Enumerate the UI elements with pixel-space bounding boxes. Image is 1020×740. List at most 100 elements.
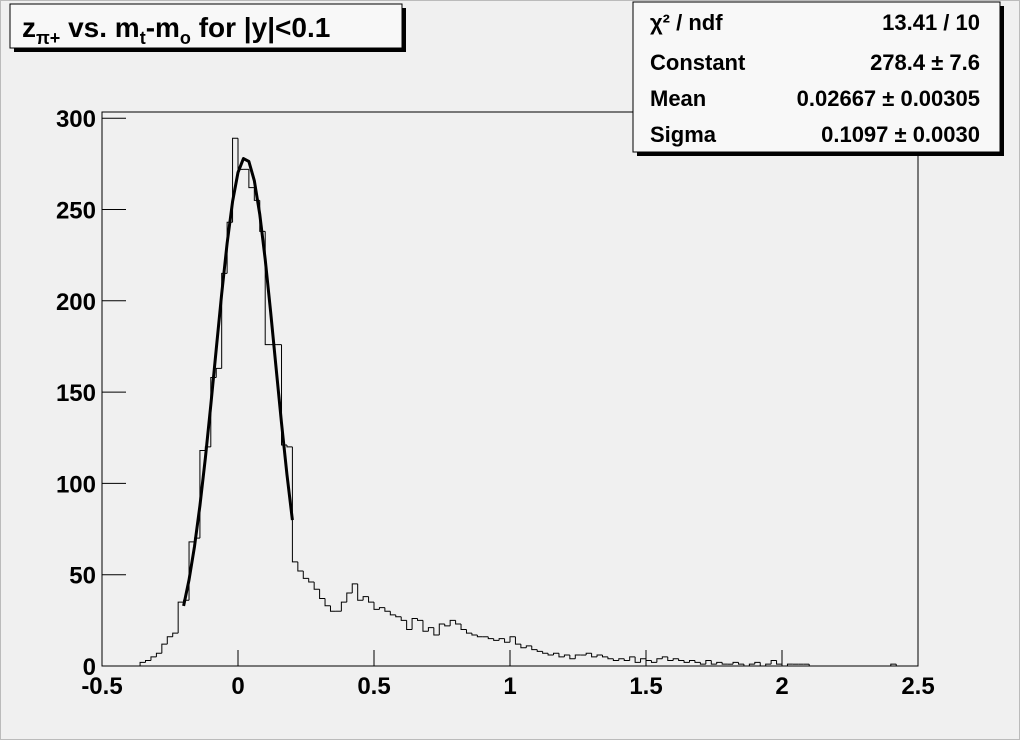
histogram-bin [558,653,565,658]
histogram-bin [449,619,456,626]
y-tick-label: 0 [83,654,96,681]
histogram-bin [400,616,407,621]
histogram-bin [215,367,222,378]
histogram-bin [732,661,739,665]
histogram-bin [438,623,445,635]
histogram-bin [683,660,690,663]
stats-label: Mean [650,86,706,111]
histogram-bin [427,627,434,632]
histogram-bin [297,561,304,572]
histogram-bin [302,571,309,579]
histogram-bin [743,664,750,667]
histogram-bin [373,602,380,610]
histogram-bin [291,446,298,563]
histogram-bin [721,662,728,665]
histogram-bin [389,611,396,616]
stats-value: 0.02667 ± 0.00305 [797,86,980,111]
histogram-bin [155,652,162,657]
histogram-bin [476,634,483,638]
histogram-bin [781,664,788,667]
stats-box [632,1,1001,153]
histogram-bin [710,660,717,665]
y-tick-label: 200 [56,289,96,316]
histogram-bin [525,645,532,648]
histogram-bin [776,660,782,665]
histogram-bin [748,663,755,666]
y-tick-label: 100 [56,471,96,498]
histogram-bin [444,624,451,627]
histogram-bin [177,601,184,634]
histogram-bin [340,601,347,612]
histogram-bin [705,660,712,665]
histogram-bin [362,596,369,601]
histogram-bin [384,607,391,612]
histogram-bin [166,636,173,645]
title-text: for |y|<0.1 [191,12,330,43]
histogram-bin [596,654,603,657]
histogram-bin [612,658,619,662]
histogram-bin [547,653,554,656]
histogram-bin [378,607,385,610]
histogram-bin [694,660,701,663]
histogram-bin [542,651,549,654]
histogram-bin [308,578,315,583]
histogram-bin [618,658,625,661]
histogram-bin [699,662,706,665]
histogram-bin [248,169,255,189]
histogram-bin [716,661,723,665]
histogram-bin [455,620,462,625]
histogram-bin [422,620,429,632]
title-subscript: π+ [36,28,60,48]
stats-value: 13.41 / 10 [882,10,980,35]
title-subscript: t [140,28,146,48]
histogram-bin [145,660,151,663]
histogram-bin [346,592,353,603]
fit-curve [182,157,294,607]
histogram-bin [640,658,646,663]
histogram-bin [487,636,494,640]
x-tick-label: 2 [775,673,788,700]
histogram-bin [569,655,576,660]
histogram-bin [895,664,902,667]
histogram-bin [406,620,413,630]
histogram-bin [150,656,157,661]
y-tick-label: 300 [56,106,96,133]
histogram-bin [601,655,608,658]
histogram-bin [786,663,793,666]
chart-title: zπ+ vs. mt-mo for |y|<0.1 [22,12,330,48]
histogram-bin [770,660,777,665]
histogram-bin [754,661,761,665]
stats-label: χ² / ndf [650,10,723,35]
histogram-bin [553,652,559,656]
title-subscript: o [180,28,191,48]
histogram-bin [417,618,423,621]
histogram-bin [471,633,478,636]
plot-frame [101,111,919,667]
histogram-bin [313,582,320,590]
histogram-bin [563,654,570,657]
histogram-bin [520,644,527,649]
x-tick-label: -0.5 [81,673,122,700]
histogram-bin [656,658,663,663]
histogram-bin [574,654,581,659]
x-tick-label: 0.5 [357,673,390,700]
histogram-bin [607,656,614,660]
histogram-bin [629,656,636,661]
title-text: vs. m [60,12,139,43]
histogram-bin [765,663,772,666]
histogram-bin [661,656,668,659]
histogram-bin [465,629,472,634]
histogram-bin [650,660,657,663]
histogram-bin [514,636,521,645]
histogram-bin [395,614,402,618]
stats-value: 0.1097 ± 0.0030 [821,122,980,147]
stats-table: χ² / ndf 13.41 / 10 Constant 278.4 ± 7.6 Mea… [650,10,980,147]
x-tick-label: 1 [503,673,516,700]
histogram-bin [667,656,674,662]
histogram-bin [319,589,326,599]
histogram-bin [759,662,766,667]
y-tick-label: 250 [56,198,96,225]
histogram-bin [329,605,336,612]
y-tick-label: 50 [69,563,96,590]
histogram-bin [591,653,598,658]
